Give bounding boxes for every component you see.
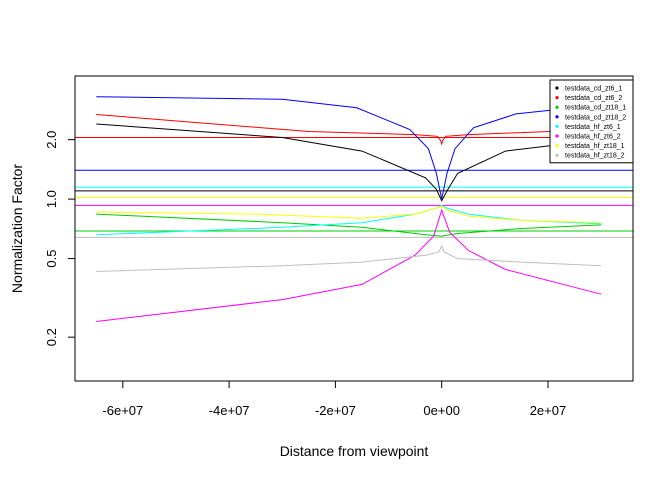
legend-marker (555, 124, 559, 128)
legend-marker (555, 134, 559, 138)
series-line-8 (96, 244, 602, 272)
legend-marker (555, 105, 559, 109)
legend-label: testdata_hf_zt6_1 (565, 124, 621, 131)
y-tick-label: 2.0 (44, 131, 59, 149)
series-line-1 (96, 123, 602, 202)
legend-marker (555, 96, 559, 100)
y-tick-label: 0.2 (44, 328, 59, 346)
series-line-7 (96, 205, 602, 224)
series-line-4 (96, 96, 602, 200)
plot-frame (74, 75, 634, 382)
legend-label: testdata_hf_zt18_2 (565, 153, 625, 160)
y-axis: 0.2 0.5 1.0 2.0 (44, 131, 76, 346)
legend-label: testdata_cd_zt6_1 (565, 86, 622, 93)
legend-label: testdata_hf_zt6_2 (565, 134, 621, 141)
y-tick-label: 1.0 (44, 190, 59, 208)
legend-marker (555, 144, 559, 148)
x-axis-title: Distance from viewpoint (280, 443, 429, 459)
x-tick-label: 2e+07 (530, 403, 567, 418)
y-axis-title: Normalization Factor (9, 164, 25, 293)
legend-label: testdata_cd_zt18_2 (565, 114, 626, 121)
x-tick-label: -6e+07 (102, 403, 143, 418)
legend-marker (555, 153, 559, 157)
legend: testdata_cd_zt6_1 testdata_cd_zt6_2testda… (549, 79, 634, 164)
legend-marker (555, 115, 559, 119)
legend-label: testdata_cd_zt18_1 (565, 105, 626, 112)
x-tick-label: -2e+07 (315, 403, 356, 418)
series-lines (96, 96, 602, 322)
x-tick-label: 0e+00 (423, 403, 460, 418)
legend-label: testdata_cd_zt6_2 (565, 95, 622, 102)
legend-label: testdata_hf_zt18_1 (565, 143, 625, 150)
series-line-2 (96, 114, 602, 146)
reference-lines (75, 137, 633, 238)
legend-box (549, 79, 634, 164)
x-tick-label: -4e+07 (209, 403, 250, 418)
legend-marker (555, 86, 559, 90)
y-tick-label: 0.5 (44, 250, 59, 268)
x-axis: -6e+07 -4e+07 -2e+07 0e+00 2e+07 (102, 380, 567, 418)
